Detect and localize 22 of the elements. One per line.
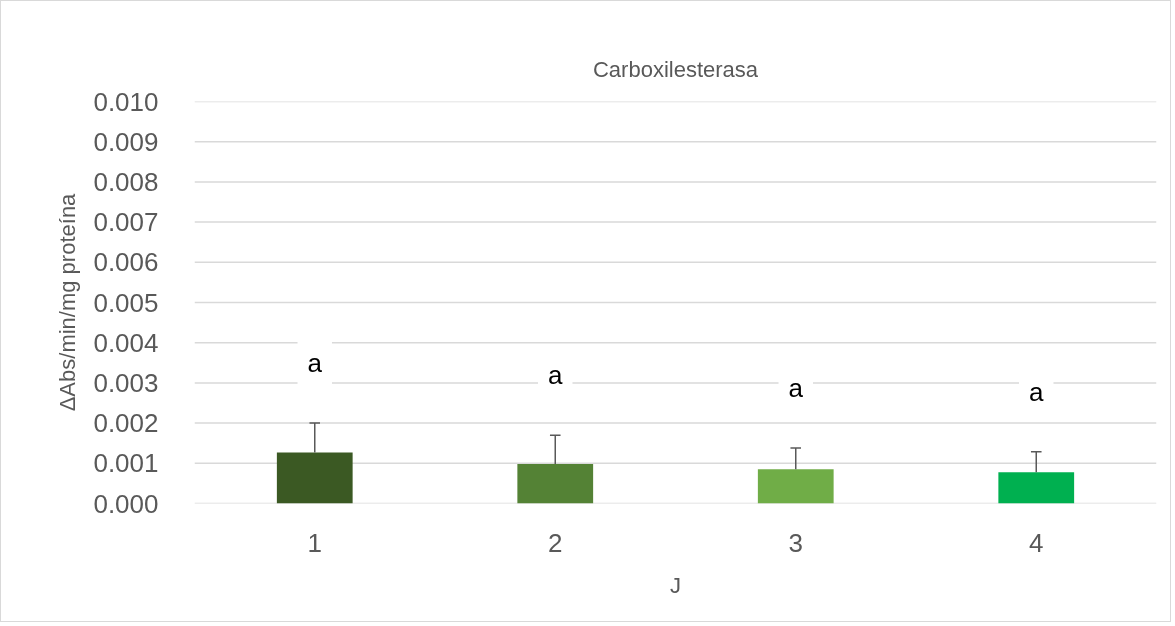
y-tick-label: 0.002 <box>93 408 159 439</box>
annotation: a <box>1029 376 1045 407</box>
x-tick-label: 2 <box>548 527 563 558</box>
y-tick-label: 0.008 <box>93 166 159 197</box>
y-tick-label: 0.010 <box>93 86 159 117</box>
x-axis-title: J <box>670 572 681 598</box>
y-tick-label: 0.000 <box>93 488 159 519</box>
y-tick-label: 0.009 <box>93 126 159 157</box>
y-tick-label: 0.003 <box>93 367 159 398</box>
x-tick-label: 3 <box>788 527 803 558</box>
annotation: a <box>788 373 804 404</box>
y-tick-label: 0.007 <box>93 207 159 238</box>
y-tick-label: 0.006 <box>93 247 159 278</box>
x-tick-label: 4 <box>1029 527 1044 558</box>
y-tick-label: 0.004 <box>93 327 159 358</box>
y-tick-label: 0.001 <box>93 448 159 479</box>
chart-title: Carboxilesterasa <box>592 56 759 82</box>
x-tick-label: 1 <box>307 527 322 558</box>
y-tick-label: 0.005 <box>93 287 159 318</box>
annotation: a <box>307 348 323 379</box>
annotation: a <box>548 360 564 391</box>
y-axis-title: ΔAbs/min/mg proteína <box>55 192 81 412</box>
